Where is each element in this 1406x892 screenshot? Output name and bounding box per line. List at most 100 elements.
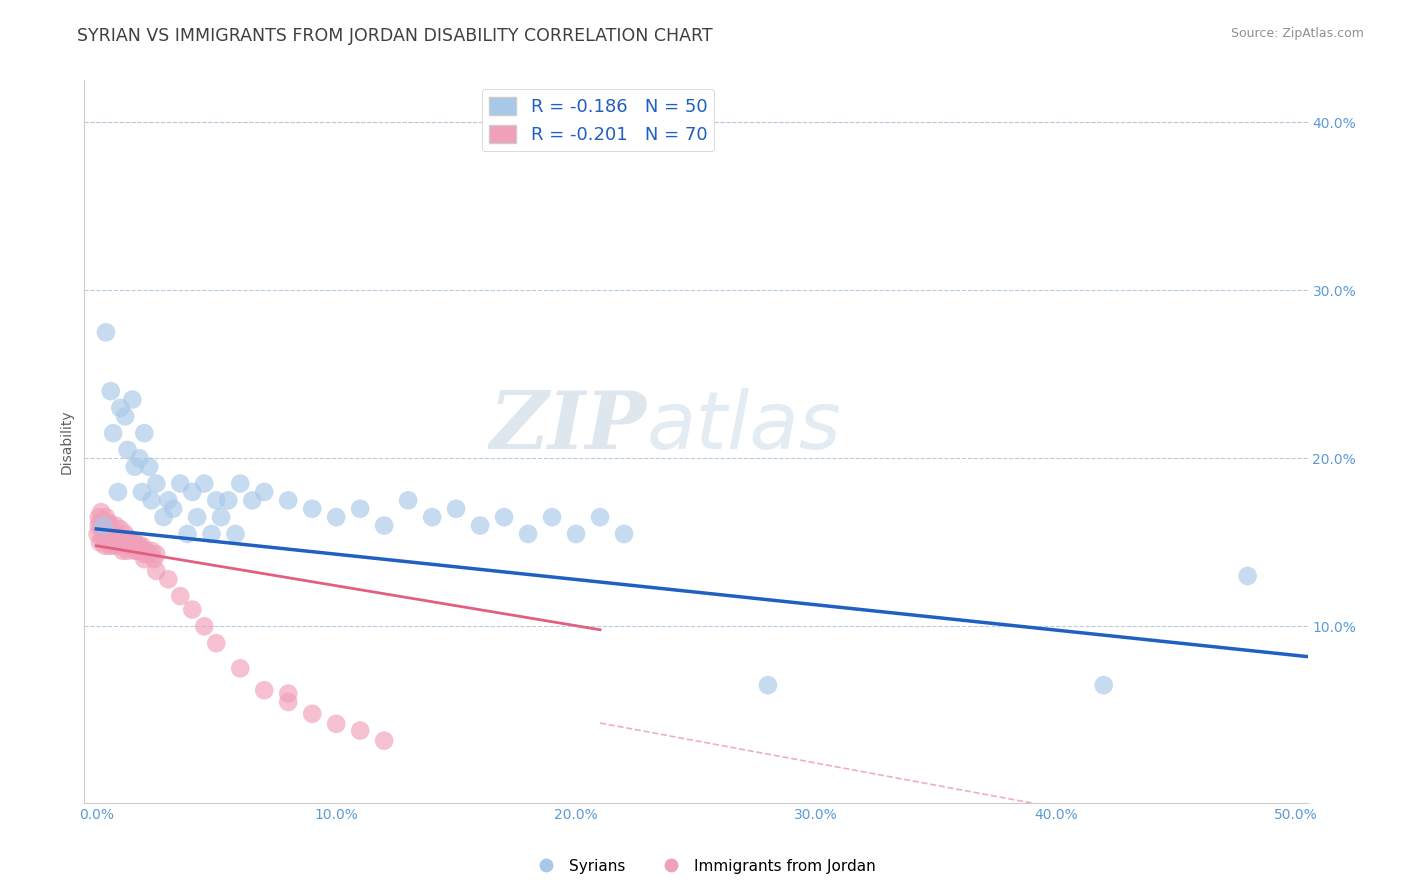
Point xyxy=(209,510,232,524)
Point xyxy=(107,539,129,553)
Point xyxy=(169,476,191,491)
Point xyxy=(131,539,153,553)
Point xyxy=(145,476,167,491)
Point xyxy=(169,589,191,603)
Point xyxy=(100,518,122,533)
Point xyxy=(118,532,141,546)
Point xyxy=(87,510,110,524)
Point xyxy=(152,510,174,524)
Point xyxy=(277,687,299,701)
Point xyxy=(253,683,276,698)
Point xyxy=(117,543,139,558)
Point xyxy=(141,543,163,558)
Point xyxy=(205,636,228,650)
Point xyxy=(97,530,120,544)
Point xyxy=(181,485,204,500)
Point xyxy=(110,401,132,415)
Point xyxy=(124,459,146,474)
Point xyxy=(110,535,132,549)
Point xyxy=(100,384,122,398)
Text: ZIP: ZIP xyxy=(491,388,647,466)
Point xyxy=(114,527,136,541)
Point xyxy=(94,326,117,340)
Point xyxy=(111,535,134,549)
Point xyxy=(104,530,127,544)
Point xyxy=(141,493,163,508)
Point xyxy=(98,527,121,541)
Point xyxy=(97,515,120,529)
Point xyxy=(94,527,117,541)
Point xyxy=(162,501,184,516)
Point xyxy=(124,543,146,558)
Point xyxy=(325,510,347,524)
Point xyxy=(124,535,146,549)
Point xyxy=(118,539,141,553)
Point xyxy=(494,510,516,524)
Legend: Syrians, Immigrants from Jordan: Syrians, Immigrants from Jordan xyxy=(524,853,882,880)
Point xyxy=(205,493,228,508)
Point xyxy=(301,501,323,516)
Point xyxy=(301,706,323,721)
Point xyxy=(117,442,139,457)
Point xyxy=(253,485,276,500)
Point xyxy=(613,527,636,541)
Point xyxy=(128,451,150,466)
Point xyxy=(101,426,124,441)
Point xyxy=(176,527,198,541)
Point xyxy=(96,522,118,536)
Point xyxy=(134,547,156,561)
Point xyxy=(373,518,395,533)
Point xyxy=(93,522,117,536)
Point xyxy=(420,510,443,524)
Point xyxy=(145,564,167,578)
Point xyxy=(107,485,129,500)
Point xyxy=(90,505,112,519)
Point xyxy=(349,501,371,516)
Point xyxy=(217,493,239,508)
Point xyxy=(468,518,491,533)
Point xyxy=(128,539,150,553)
Point xyxy=(193,476,215,491)
Point xyxy=(373,733,395,747)
Point xyxy=(229,476,252,491)
Point xyxy=(396,493,419,508)
Point xyxy=(565,527,588,541)
Point xyxy=(138,459,160,474)
Point xyxy=(94,510,117,524)
Point xyxy=(93,539,117,553)
Point xyxy=(142,552,165,566)
Point xyxy=(117,539,139,553)
Point xyxy=(98,539,121,553)
Point xyxy=(134,426,156,441)
Point xyxy=(127,539,149,553)
Point xyxy=(93,518,115,533)
Point xyxy=(86,527,108,541)
Point xyxy=(114,409,136,424)
Point xyxy=(517,527,540,541)
Point xyxy=(186,510,208,524)
Point xyxy=(100,532,122,546)
Point xyxy=(93,514,115,528)
Point xyxy=(107,532,129,546)
Point xyxy=(110,522,132,536)
Text: Source: ZipAtlas.com: Source: ZipAtlas.com xyxy=(1230,27,1364,40)
Point xyxy=(138,547,160,561)
Point xyxy=(325,716,347,731)
Point xyxy=(127,543,149,558)
Text: SYRIAN VS IMMIGRANTS FROM JORDAN DISABILITY CORRELATION CHART: SYRIAN VS IMMIGRANTS FROM JORDAN DISABIL… xyxy=(77,27,713,45)
Y-axis label: Disability: Disability xyxy=(59,409,73,474)
Point xyxy=(128,543,150,558)
Point xyxy=(1236,569,1258,583)
Point xyxy=(589,510,612,524)
Text: atlas: atlas xyxy=(647,388,842,467)
Point xyxy=(131,485,153,500)
Point xyxy=(541,510,564,524)
Point xyxy=(135,543,157,558)
Point xyxy=(131,543,153,558)
Legend: R = -0.186   N = 50, R = -0.201   N = 70: R = -0.186 N = 50, R = -0.201 N = 70 xyxy=(482,89,714,152)
Point xyxy=(193,619,215,633)
Point xyxy=(349,723,371,738)
Point xyxy=(157,493,180,508)
Point xyxy=(114,535,136,549)
Point xyxy=(200,527,222,541)
